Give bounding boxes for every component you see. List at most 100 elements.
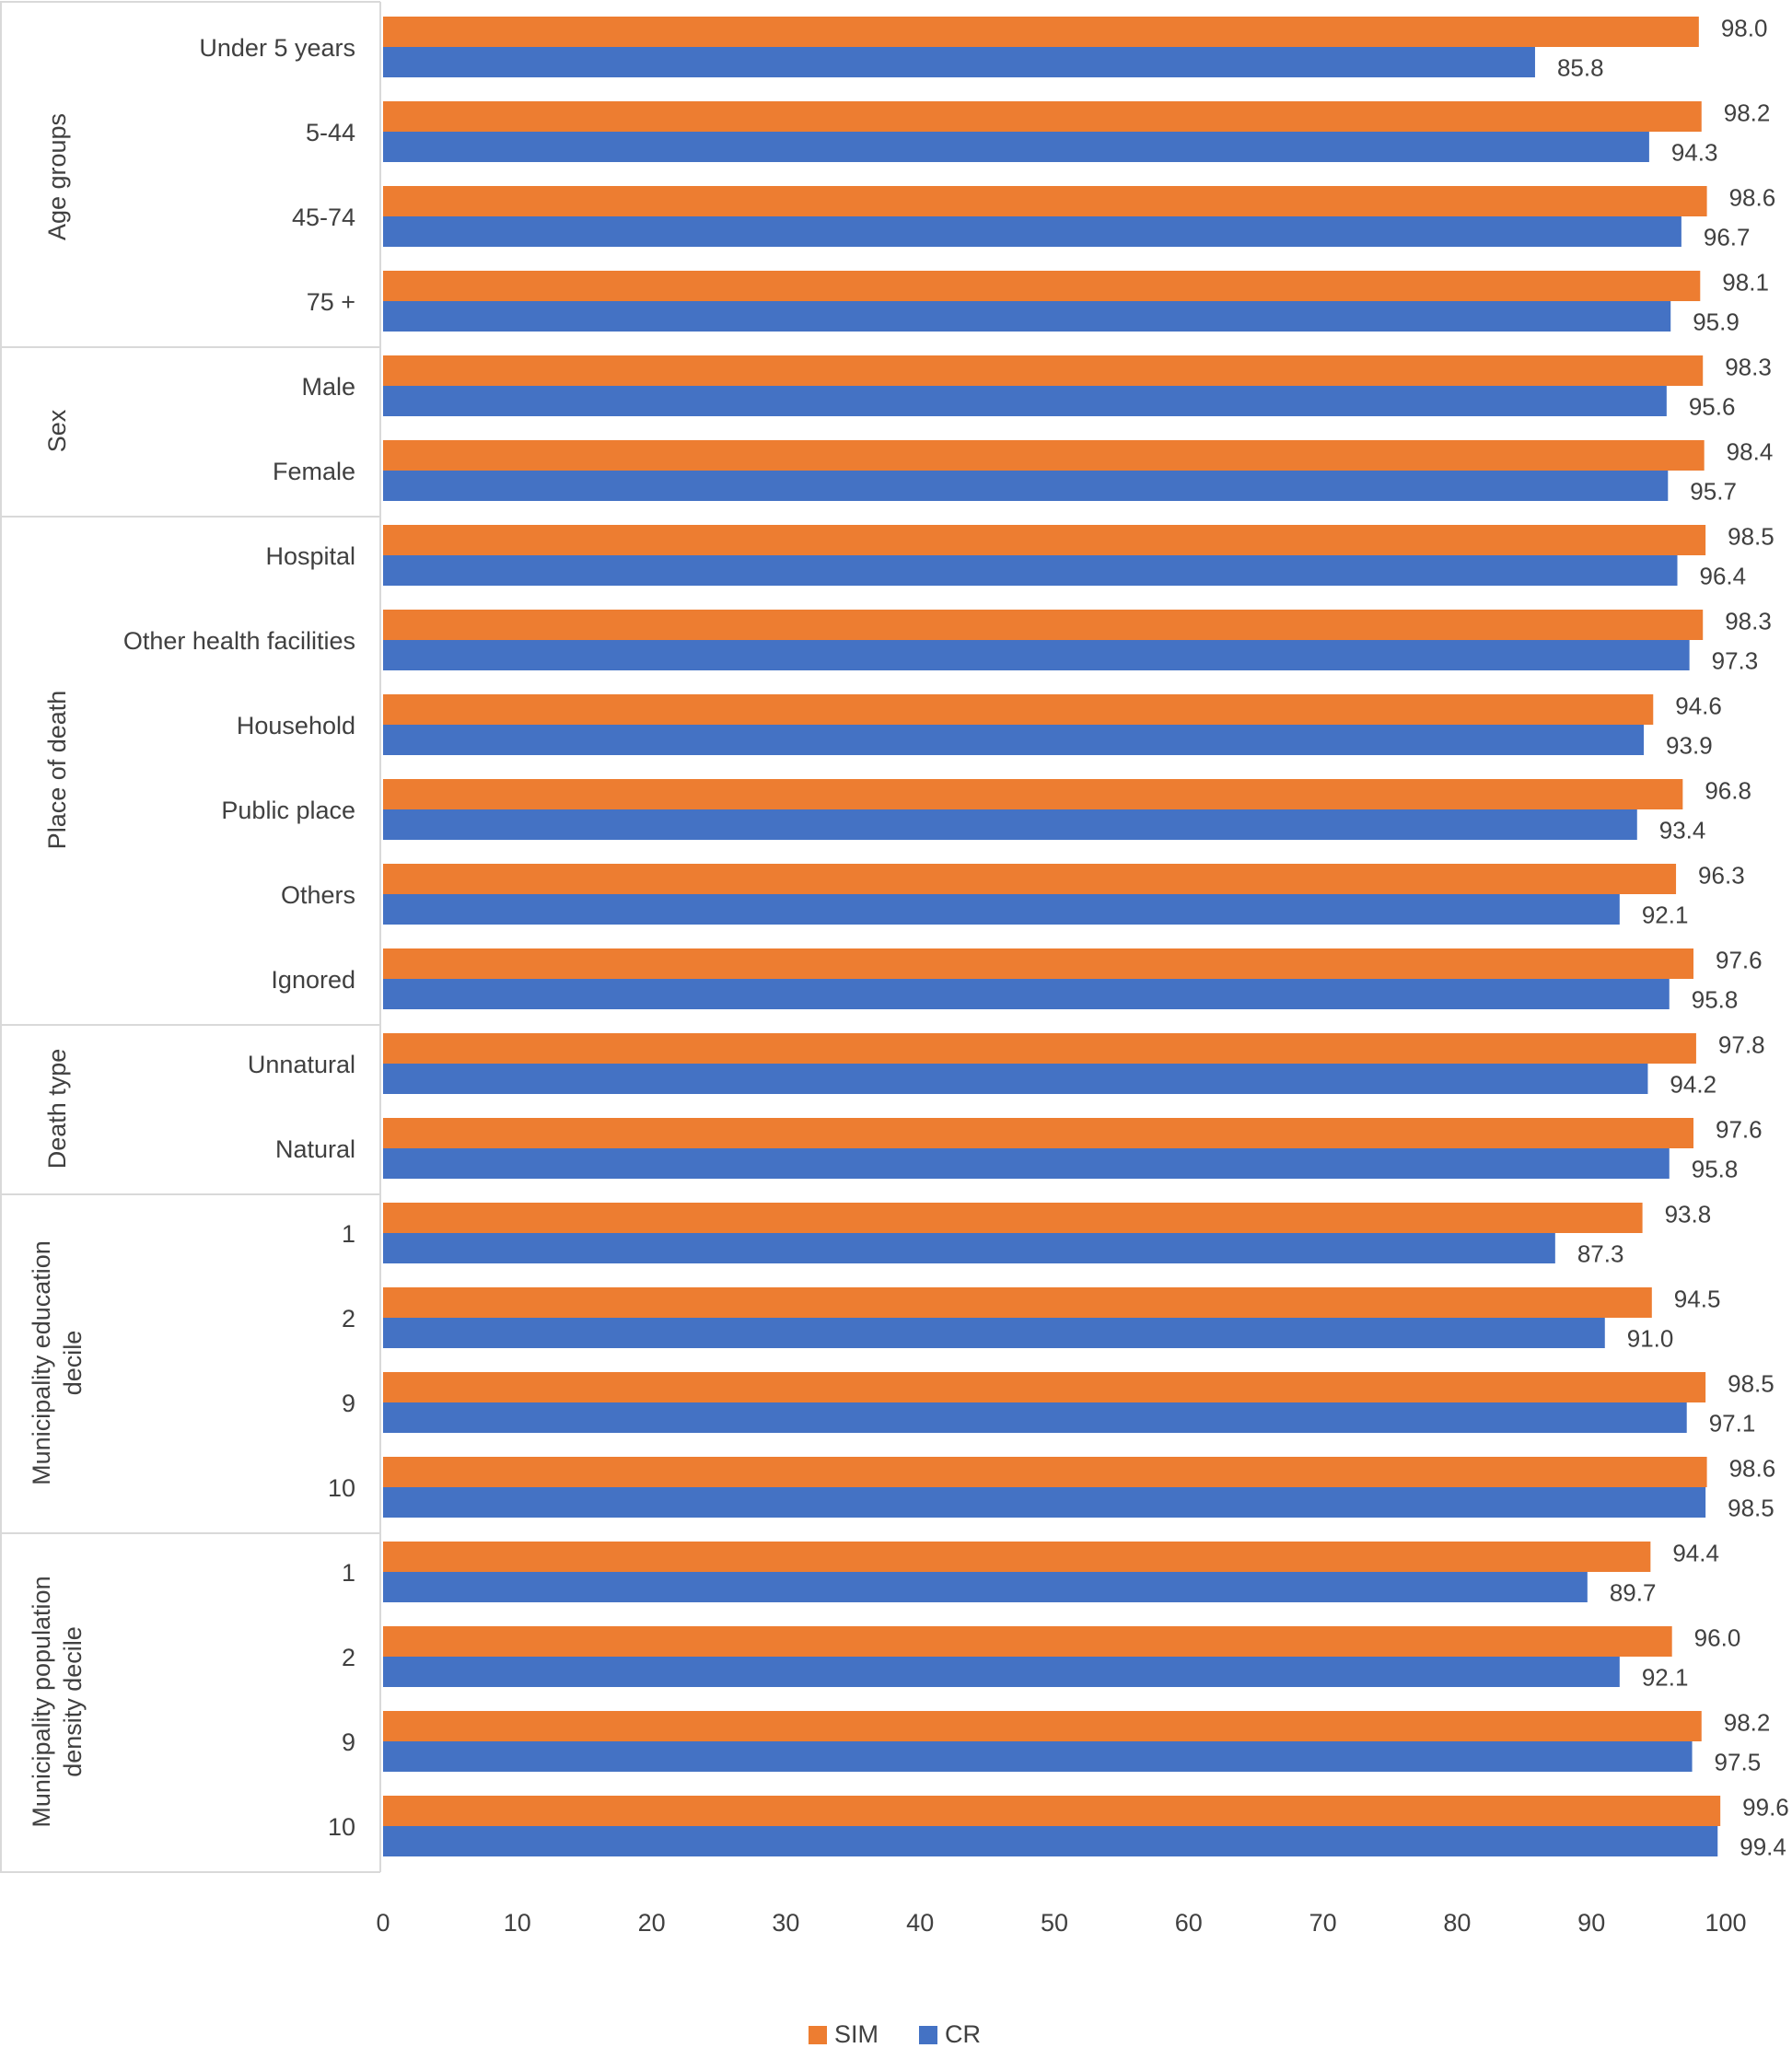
value-label-sim: 98.3 xyxy=(1725,353,1772,380)
value-label-sim: 98.1 xyxy=(1722,268,1769,296)
group-label-line: Municipality population xyxy=(28,1576,55,1827)
bar-sim xyxy=(383,694,1654,725)
group-label-line: Place of death xyxy=(43,691,71,850)
bar-cr xyxy=(383,725,1645,755)
bar-cr xyxy=(383,1233,1555,1263)
category-label: Under 5 years xyxy=(199,34,355,62)
category-label: Public place xyxy=(221,797,355,824)
value-label-sim: 96.3 xyxy=(1698,861,1745,889)
group-label: Death type xyxy=(43,1049,71,1169)
bar-sim xyxy=(383,1457,1707,1487)
x-tick-label: 40 xyxy=(906,1909,934,1937)
category-label: 1 xyxy=(342,1559,355,1587)
value-labels: 98.085.898.294.398.696.798.195.998.395.6… xyxy=(1557,14,1789,1860)
value-label-cr: 98.5 xyxy=(1728,1494,1775,1521)
group-label: Municipality education decile xyxy=(28,1240,87,1485)
bar-cr xyxy=(383,216,1681,247)
category-label: 9 xyxy=(342,1728,355,1756)
x-tick-label: 30 xyxy=(772,1909,799,1937)
value-label-sim: 98.2 xyxy=(1724,1708,1771,1736)
value-label-sim: 98.2 xyxy=(1724,99,1771,126)
bar-sim xyxy=(383,271,1701,301)
category-label: 75 + xyxy=(307,288,355,316)
bar-sim xyxy=(383,1372,1706,1402)
value-label-sim: 93.8 xyxy=(1665,1200,1712,1228)
category-label: Household xyxy=(237,712,355,739)
category-label: Other health facilities xyxy=(123,627,355,655)
group-label-line: Municipality education xyxy=(28,1240,55,1485)
category-label: Natural xyxy=(275,1135,355,1163)
category-label: 2 xyxy=(342,1644,355,1671)
category-label: Unnatural xyxy=(248,1051,355,1078)
category-label: 9 xyxy=(342,1390,355,1417)
label-grid xyxy=(0,1,381,1873)
bar-cr xyxy=(383,809,1637,840)
x-tick-label: 90 xyxy=(1577,1909,1605,1937)
group-label-line: Death type xyxy=(43,1049,71,1169)
bar-cr xyxy=(383,1657,1620,1687)
value-label-sim: 94.4 xyxy=(1672,1539,1719,1566)
value-label-cr: 97.1 xyxy=(1709,1409,1756,1437)
value-label-cr: 85.8 xyxy=(1557,53,1604,81)
bar-cr xyxy=(383,301,1671,332)
value-label-sim: 96.0 xyxy=(1694,1623,1741,1651)
value-label-cr: 89.7 xyxy=(1610,1578,1657,1606)
value-label-sim: 94.5 xyxy=(1674,1285,1721,1312)
bar-sim xyxy=(383,948,1694,979)
group-label: Municipality population density decile xyxy=(28,1576,87,1827)
value-label-cr: 91.0 xyxy=(1627,1324,1674,1352)
bar-sim xyxy=(383,17,1699,47)
category-label: 5-44 xyxy=(306,119,355,146)
value-label-sim: 98.6 xyxy=(1729,183,1776,211)
bar-sim xyxy=(383,610,1704,640)
x-tick-label: 100 xyxy=(1705,1909,1746,1937)
value-label-sim: 98.5 xyxy=(1728,1369,1775,1397)
bar-sim xyxy=(383,1203,1643,1233)
bar-sim xyxy=(383,1118,1694,1148)
value-label-sim: 97.8 xyxy=(1718,1030,1765,1058)
value-label-cr: 96.7 xyxy=(1704,223,1751,250)
x-tick-label: 20 xyxy=(638,1909,666,1937)
bar-sim xyxy=(383,101,1702,132)
category-label: Others xyxy=(281,881,355,909)
bar-sim xyxy=(383,440,1705,471)
bar-cr xyxy=(383,1148,1670,1179)
category-label: Female xyxy=(273,458,355,485)
category-label: 10 xyxy=(328,1474,355,1502)
value-label-cr: 95.6 xyxy=(1689,392,1736,420)
category-label: 2 xyxy=(342,1305,355,1332)
bar-cr xyxy=(383,1572,1588,1602)
bar-sim xyxy=(383,1033,1696,1064)
bar-cr xyxy=(383,1064,1648,1094)
value-label-sim: 97.6 xyxy=(1716,1115,1763,1143)
bar-cr xyxy=(383,386,1667,416)
bar-cr xyxy=(383,132,1649,162)
bar-cr xyxy=(383,1402,1687,1433)
group-label: Place of death xyxy=(43,691,71,850)
x-tick-label: 50 xyxy=(1041,1909,1068,1937)
bar-sim xyxy=(383,1626,1672,1657)
value-label-cr: 99.4 xyxy=(1740,1833,1786,1860)
category-label: Hospital xyxy=(265,542,355,570)
x-tick-label: 80 xyxy=(1443,1909,1471,1937)
bar-cr xyxy=(383,1487,1706,1518)
category-labels: Under 5 years 5-44 45-74 75 + Male Female Hosp… xyxy=(123,34,355,1841)
bar-cr xyxy=(383,555,1678,586)
category-label: 10 xyxy=(328,1813,355,1841)
value-label-sim: 98.0 xyxy=(1721,14,1768,41)
x-axis-ticks: 0 10 20 30 40 50 60 70 80 90 100 xyxy=(376,1909,1746,1937)
bar-cr xyxy=(383,1826,1718,1856)
bar-cr xyxy=(383,979,1670,1009)
value-label-cr: 87.3 xyxy=(1577,1239,1624,1267)
value-label-sim: 98.5 xyxy=(1728,522,1775,550)
legend-label-sim: SIM xyxy=(834,2020,879,2048)
value-label-sim: 98.6 xyxy=(1729,1454,1776,1482)
value-label-sim: 99.6 xyxy=(1742,1793,1789,1821)
bar-sim xyxy=(383,186,1707,216)
x-tick-label: 0 xyxy=(376,1909,390,1937)
x-tick-label: 70 xyxy=(1309,1909,1337,1937)
legend: SIM CR xyxy=(809,2020,981,2048)
value-label-cr: 97.5 xyxy=(1715,1748,1762,1775)
group-labels: Age groups Sex Place of death Death type Mun… xyxy=(28,113,87,1828)
